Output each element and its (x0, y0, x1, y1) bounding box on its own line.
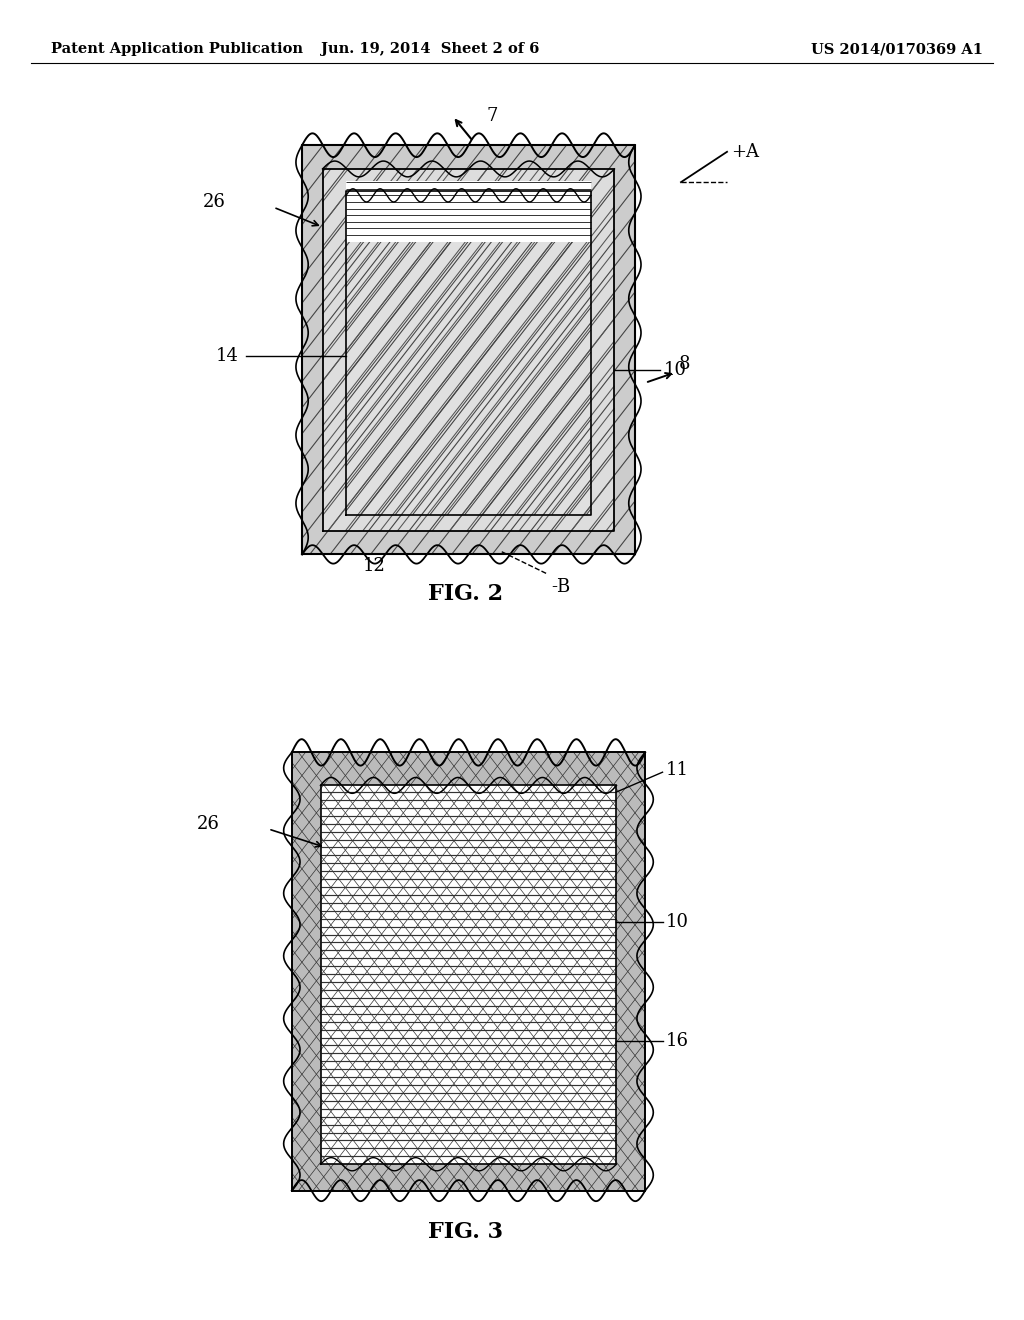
Text: 12: 12 (362, 557, 385, 576)
Text: 14: 14 (216, 347, 239, 366)
Text: 8: 8 (679, 355, 690, 374)
Bar (323, 169, 614, 531)
Text: FIG. 3: FIG. 3 (428, 1221, 504, 1243)
Text: -B: -B (551, 578, 570, 597)
Text: Jun. 19, 2014  Sheet 2 of 6: Jun. 19, 2014 Sheet 2 of 6 (321, 42, 540, 57)
Text: 7: 7 (486, 107, 498, 125)
Text: 16: 16 (666, 1032, 688, 1049)
Text: US 2014/0170369 A1: US 2014/0170369 A1 (811, 42, 983, 57)
Bar (292, 752, 645, 1191)
Text: +A: +A (731, 143, 759, 161)
Text: FIG. 2: FIG. 2 (428, 583, 504, 606)
Text: 10: 10 (664, 360, 686, 379)
Text: 26: 26 (203, 193, 225, 211)
Bar (346, 181, 591, 242)
Text: Patent Application Publication: Patent Application Publication (51, 42, 303, 57)
Bar (321, 785, 616, 1164)
Text: 26: 26 (198, 814, 220, 833)
Bar (346, 191, 591, 515)
Text: 10: 10 (666, 913, 688, 931)
Bar (302, 145, 635, 554)
Text: 11: 11 (666, 760, 688, 779)
